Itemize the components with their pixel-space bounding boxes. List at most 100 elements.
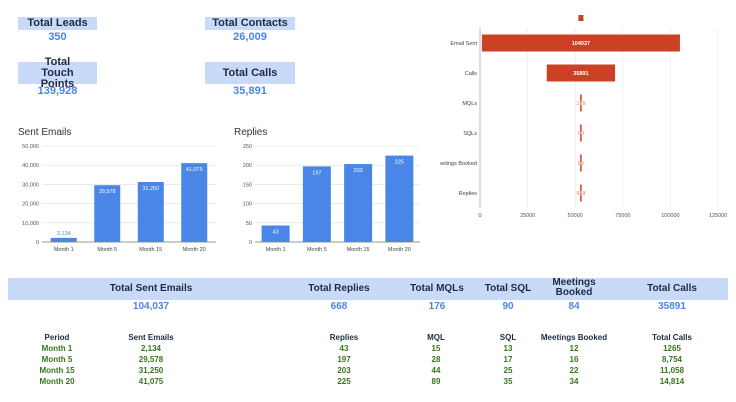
funnel-bar [546, 64, 616, 82]
replies-ytick-label: 250 [243, 144, 252, 150]
funnel-xtick-label: 25000 [520, 213, 535, 219]
funnel-xtick-label: 125000 [709, 213, 727, 219]
replies-ytick-label: 50 [246, 221, 252, 227]
table-cell: 225 [337, 377, 351, 386]
sent-emails-bar [50, 237, 77, 242]
sent-emails-ytick-label: 40,000 [22, 163, 39, 169]
funnel-bar [580, 94, 582, 112]
table-cell: 43 [339, 344, 349, 353]
sent-emails-xtick-label: Month 20 [183, 247, 206, 253]
summary-label: Total Replies [308, 283, 370, 294]
sent-emails-xtick-label: Month 5 [97, 247, 117, 253]
funnel-category-label: MQLs [462, 101, 477, 107]
sent-emails-ytick-label: 0 [36, 240, 39, 246]
table-header-cell: MQL [427, 333, 445, 342]
funnel-category-label: Email Sent [450, 41, 477, 47]
funnel-data-label: 104037 [572, 41, 590, 47]
replies-chart-title: Replies [234, 127, 268, 138]
table-cell: 16 [569, 355, 579, 364]
sent-emails-ytick-label: 30,000 [22, 182, 39, 188]
funnel-data-label: 84 [578, 161, 585, 167]
funnel-category-label: eetings Booked [440, 161, 477, 167]
replies-xtick-label: Month 5 [307, 247, 327, 253]
table-header-cell: Meetings Booked [540, 333, 608, 342]
summary-value: 668 [330, 301, 348, 312]
table-cell: 35 [503, 377, 513, 386]
total-contacts-label: Total Contacts [205, 17, 295, 30]
table-cell: 29,578 [138, 355, 164, 364]
table-cell: 25 [503, 366, 513, 375]
summary-label: Total Calls [647, 283, 697, 294]
replies-data-label: 43 [273, 229, 279, 235]
funnel-xtick-label: 100000 [661, 213, 679, 219]
table-cell: 11,058 [659, 366, 685, 375]
sent-emails-ytick-label: 10,000 [22, 221, 39, 227]
sent-emails-bar [137, 182, 164, 242]
table-header-cell: Period [44, 333, 70, 342]
replies-xtick-label: Month 20 [388, 247, 411, 253]
funnel-data-label: 176 [576, 101, 585, 107]
funnel-data-label: 90 [578, 131, 584, 137]
summary-label: Total MQLs [410, 283, 464, 294]
summary-value: 84 [568, 301, 580, 312]
replies-bar [344, 164, 373, 242]
replies-ytick-label: 100 [243, 202, 252, 208]
funnel-top-marker [578, 15, 584, 21]
funnel-xtick-label: 50000 [568, 213, 583, 219]
table-cell: 197 [337, 355, 351, 364]
table-header-cell: SQL [499, 333, 517, 342]
table-cell: 8,754 [661, 355, 683, 364]
table-cell: Month 15 [39, 366, 75, 375]
table-cell: 41,075 [138, 377, 164, 386]
replies-xtick-label: Month 15 [347, 247, 370, 253]
table-cell: 203 [337, 366, 351, 375]
summary-value: 104,037 [132, 301, 170, 312]
sent-emails-bar [181, 163, 208, 242]
funnel-data-label: 35891 [573, 71, 588, 77]
summary-band [8, 278, 728, 300]
replies-ytick-label: 0 [249, 240, 252, 246]
table-cell: 13 [503, 344, 513, 353]
funnel-bar [580, 154, 582, 172]
total-touch-points-label: Total Touch Points [18, 56, 97, 89]
sent-emails-data-label: 29,578 [99, 189, 116, 195]
sent-emails-chart-title: Sent Emails [18, 127, 72, 138]
total-touch-points-value: 139,928 [37, 85, 78, 97]
table-cell: 44 [431, 366, 441, 375]
replies-data-label: 203 [354, 168, 363, 174]
table-cell: 2,134 [140, 344, 162, 353]
funnel-bar [580, 124, 582, 142]
replies-bar [261, 225, 290, 242]
replies-data-label: 225 [395, 160, 404, 166]
sent-emails-ytick-label: 20,000 [22, 202, 39, 208]
summary-label: Meetings Booked [552, 277, 596, 298]
total-contacts-value: 26,009 [233, 31, 267, 43]
table-cell: 1265 [663, 344, 681, 353]
funnel-category-label: Replies [459, 191, 478, 197]
sent-emails-ytick-label: 50,000 [22, 144, 39, 150]
replies-ytick-label: 150 [243, 182, 252, 188]
sent-emails-xtick-label: Month 1 [54, 247, 74, 253]
total-leads-label: Total Leads [18, 17, 97, 30]
funnel-bar [481, 34, 680, 52]
replies-chart: 0 50 100 150 200 250 43 Month 1 197 Month 5 203 Mon… [243, 144, 420, 253]
summary-label: Total SQL [484, 283, 532, 294]
replies-bar [302, 166, 331, 242]
funnel-bar [580, 184, 582, 202]
table-cell: 17 [503, 355, 513, 364]
total-leads-value: 350 [48, 31, 67, 43]
funnel-xtick-label: 75000 [615, 213, 630, 219]
summary-value: 90 [502, 301, 514, 312]
table-cell: 14,814 [659, 377, 685, 386]
replies-data-label: 197 [312, 170, 321, 176]
sent-emails-data-label: 2,134 [57, 231, 71, 237]
total-calls-label: Total Calls [205, 62, 295, 84]
table-cell: 15 [431, 344, 441, 353]
sent-emails-chart: 0 10,000 20,000 30,000 40,000 50,000 2,134 Mont… [22, 144, 216, 253]
funnel-category-label: Calls [465, 71, 477, 77]
sent-emails-data-label: 31,250 [142, 186, 159, 192]
table-cell: 31,250 [138, 366, 164, 375]
table-header-cell: Total Calls [652, 333, 692, 342]
table-cell: Month 5 [41, 355, 73, 364]
sent-emails-xtick-label: Month 15 [139, 247, 162, 253]
